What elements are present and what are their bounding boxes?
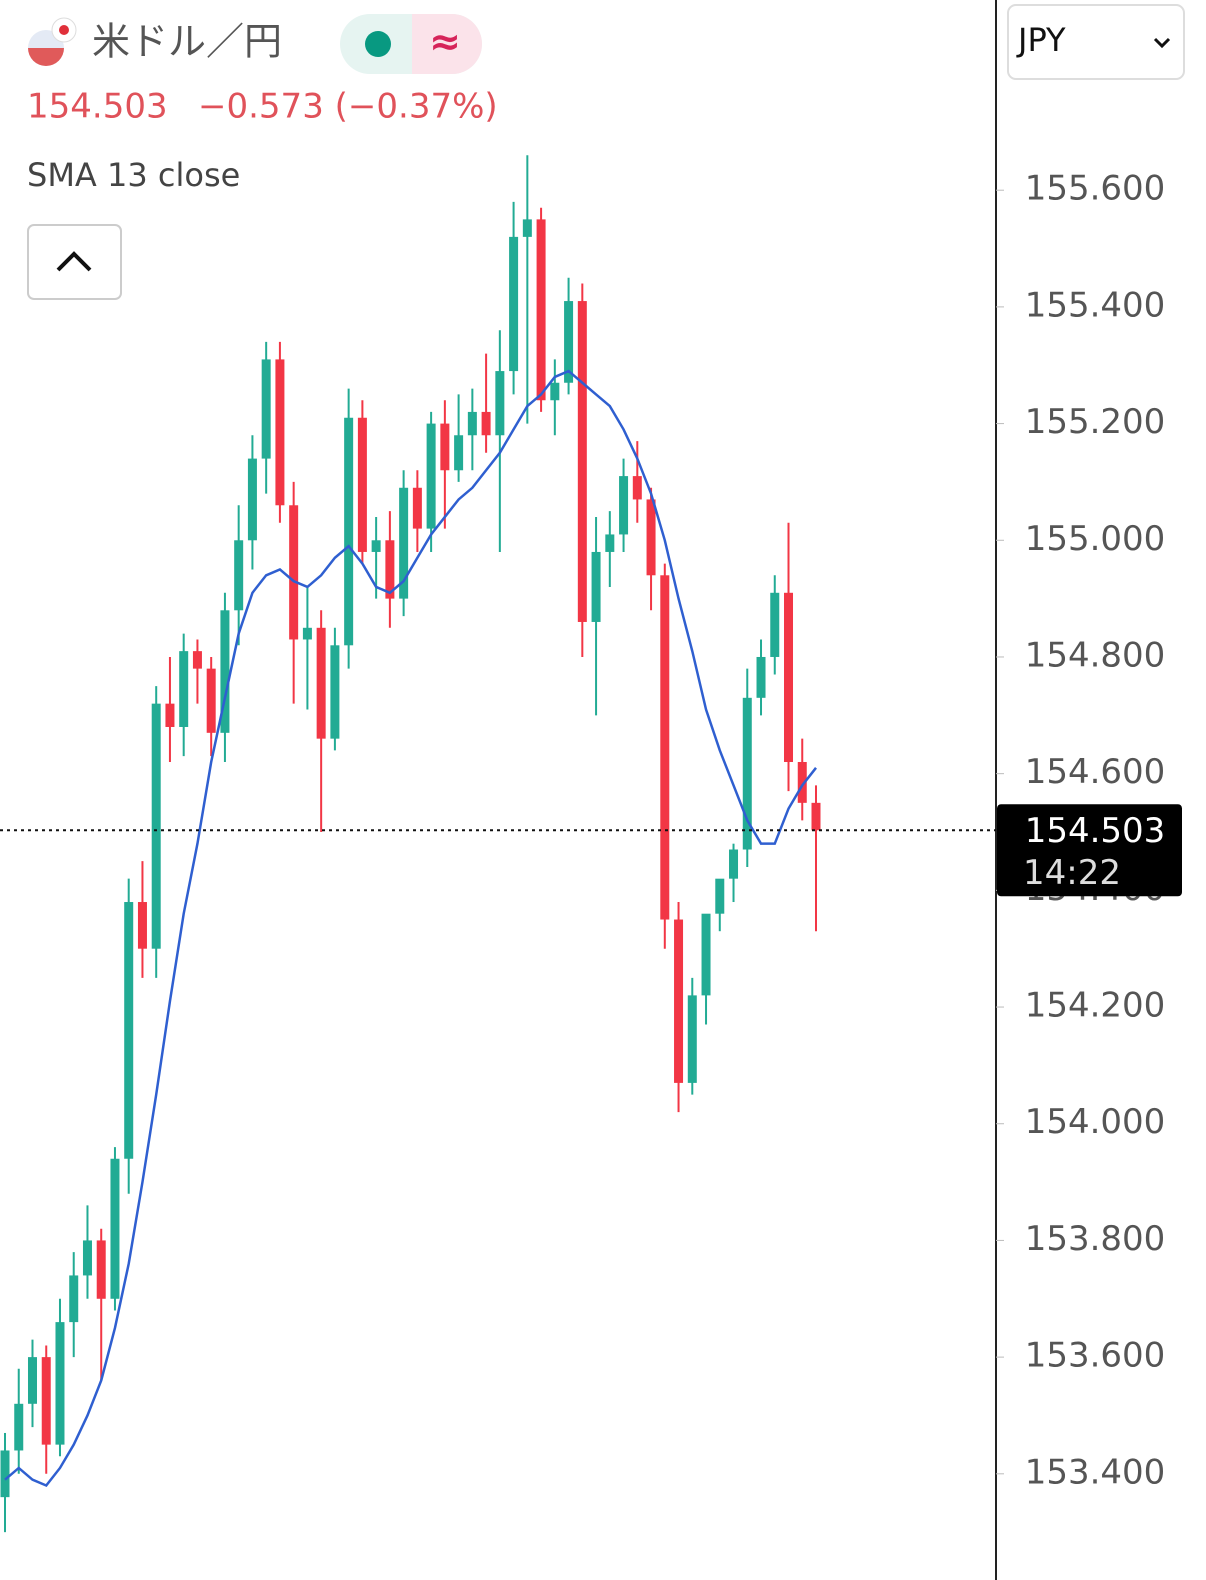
candle-body: [742, 697, 752, 850]
candle-body: [522, 219, 532, 237]
candle-body: [729, 849, 739, 879]
countdown-label: 14:22: [1023, 853, 1121, 893]
y-tick-label: 154.800: [1025, 635, 1166, 675]
candle-body: [674, 919, 684, 1083]
candle-body: [0, 1450, 10, 1498]
y-tick-label: 153.400: [1025, 1452, 1166, 1492]
chevron-up: [56, 251, 92, 272]
candle-body: [55, 1322, 65, 1445]
candle-body: [687, 995, 697, 1083]
candle-body: [316, 627, 326, 739]
candle-body: [247, 458, 257, 541]
candle-body: [96, 1240, 106, 1299]
candle-body: [41, 1357, 51, 1445]
candle-body: [467, 411, 477, 436]
indicator-label: SMA 13 close: [27, 156, 240, 194]
currency-select[interactable]: [1007, 4, 1185, 80]
candle-body: [536, 219, 546, 401]
candle-body: [454, 435, 464, 471]
candle-body: [715, 878, 725, 914]
candle-body: [605, 534, 615, 552]
y-tick-label: 154.600: [1025, 752, 1166, 792]
delay-icon: ≈: [429, 20, 461, 64]
y-tick-label: 154.000: [1025, 1102, 1166, 1142]
sma-line: [4, 369, 817, 1488]
candle-body: [399, 487, 409, 599]
collapse-button[interactable]: [27, 224, 122, 300]
candle-body: [220, 610, 230, 733]
candle-body: [27, 1357, 37, 1404]
candle-body: [82, 1240, 92, 1276]
candle-body: [302, 627, 312, 640]
candle-body: [797, 761, 807, 803]
candle-body: [784, 592, 794, 762]
candle-body: [619, 476, 629, 535]
candle-body: [151, 703, 161, 949]
candle-body: [165, 703, 175, 727]
candle-body: [564, 301, 574, 383]
candle-body: [234, 540, 244, 611]
candle-body: [330, 645, 340, 739]
candle-body: [495, 371, 505, 436]
y-tick-label: 155.600: [1025, 169, 1166, 209]
candle-body: [110, 1158, 120, 1299]
candle-body: [426, 423, 436, 529]
candle-body: [756, 656, 766, 698]
candle-body: [550, 382, 560, 401]
status-pill-mid: [412, 14, 442, 74]
candle-body: [811, 802, 821, 831]
currency-label: JPY: [1016, 21, 1066, 59]
flag-icon-stripe: [28, 48, 64, 66]
candle-body: [385, 540, 395, 599]
last-price: 154.503: [27, 87, 168, 127]
candle-body: [577, 301, 587, 622]
y-tick-label: 155.200: [1025, 402, 1166, 442]
candle-body: [701, 913, 711, 996]
candle-body: [632, 476, 642, 500]
candle-body: [289, 505, 299, 640]
y-tick-label: 153.800: [1025, 1219, 1166, 1259]
market-open-dot: [365, 31, 391, 57]
candle-body: [261, 359, 271, 459]
last-price-label: 154.503: [1025, 811, 1166, 851]
candle-body: [179, 651, 189, 727]
jp-flag-dot: [59, 25, 69, 35]
candle-body: [14, 1403, 24, 1451]
candle-body: [509, 236, 519, 372]
candle-body: [591, 551, 601, 622]
candle-body: [344, 417, 354, 646]
candle-body: [646, 499, 656, 576]
price-change: −0.573 (−0.37%): [198, 87, 498, 127]
candle-body: [660, 575, 670, 920]
candle-body: [192, 651, 202, 669]
candle-body: [412, 487, 422, 529]
y-tick-label: 155.000: [1025, 519, 1166, 559]
candle-body: [357, 417, 367, 552]
plot: [0, 155, 1004, 1533]
last-price-box: [997, 804, 1182, 897]
candle-body: [137, 902, 147, 949]
candle-body: [69, 1275, 79, 1323]
symbol-title: 米ドル／円: [92, 20, 282, 64]
y-tick-label: 155.400: [1025, 285, 1166, 325]
y-tick-label: 153.600: [1025, 1336, 1166, 1376]
candle-body: [206, 668, 216, 733]
chevron-down: [1153, 37, 1171, 49]
candle-body: [481, 411, 491, 436]
candle-body: [124, 902, 134, 1159]
candle-body: [770, 592, 780, 657]
y-tick-label: 154.200: [1025, 986, 1166, 1026]
candle-body: [275, 359, 285, 506]
candle-body: [371, 540, 381, 552]
candle-body: [440, 423, 450, 471]
